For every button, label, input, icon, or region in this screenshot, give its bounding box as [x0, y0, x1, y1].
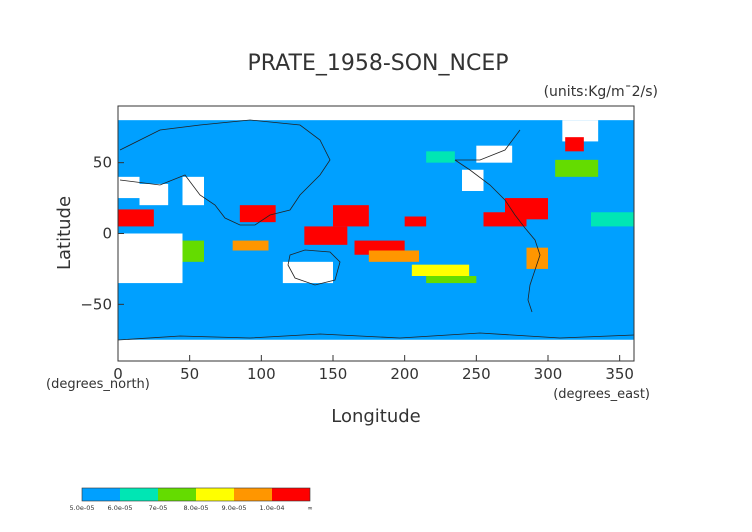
missing-data-region	[118, 233, 183, 284]
coastlines	[118, 119, 634, 341]
missing-data-region	[182, 176, 204, 206]
colorbar-swatch	[234, 488, 272, 501]
precip-region	[182, 240, 204, 262]
y-axis-unit-label: (degrees_north)	[46, 377, 150, 392]
precip-region	[565, 137, 584, 152]
colorbar-frame	[81, 487, 311, 502]
precip-region	[591, 212, 634, 227]
missing-data-region	[462, 169, 484, 191]
precip-region	[505, 198, 548, 220]
colorbar-label: 6.0e-05	[108, 504, 133, 512]
colorbar-label: 7e-05	[149, 504, 168, 512]
coast-americas	[454, 129, 541, 313]
units-label: (units:Kg/m¯2/s)	[544, 84, 658, 100]
precipitation-field	[118, 106, 634, 361]
missing-data-region	[282, 261, 333, 284]
colorbar-swatch	[158, 488, 196, 501]
x-tick-label: 150	[319, 365, 348, 383]
precip-region	[239, 205, 276, 223]
coast-australia	[287, 249, 341, 286]
precip-region	[426, 276, 477, 284]
x-tick-label: 200	[390, 365, 419, 383]
plot-area	[117, 105, 635, 362]
colorbar-swatch	[120, 488, 158, 501]
coast-africa-eurasia	[119, 119, 331, 226]
missing-data-region	[562, 120, 599, 142]
precip-region	[333, 205, 369, 227]
colorbar-label: ∞	[307, 504, 312, 512]
chart-title: PRATE_1958-SON_NCEP	[248, 51, 509, 76]
x-tick-label: 250	[462, 365, 491, 383]
x-tick-label: 300	[534, 365, 563, 383]
y-axis-title: Latitude	[54, 196, 75, 270]
missing-data-region	[139, 183, 169, 206]
x-tick-label: 350	[605, 365, 634, 383]
precip-region	[232, 240, 269, 251]
coast-antarctica	[118, 332, 634, 341]
colorbar-label: 9.0e-05	[222, 504, 247, 512]
y-tick-label: 50	[93, 154, 112, 172]
x-axis-unit-label: (degrees_east)	[553, 387, 650, 402]
precip-region	[426, 151, 455, 163]
colorbar-label: 5.0e-05	[70, 504, 95, 512]
colorbar-swatch	[272, 488, 310, 501]
x-tick-label: 50	[180, 365, 199, 383]
precip-region	[368, 250, 419, 262]
precip-region	[555, 159, 599, 177]
precip-region	[404, 216, 427, 227]
y-tick-label: −50	[80, 295, 112, 313]
x-tick-label: 100	[247, 365, 276, 383]
colorbar-label: 8.0e-05	[184, 504, 209, 512]
precip-region	[411, 264, 470, 276]
precip-region	[118, 209, 154, 227]
colorbar: 5.0e-05 6.0e-05 7e-05 8.0e-05 9.0e-05 1.0e-04…	[70, 487, 313, 512]
axes: 0 50 100 150 200 250 300 350 −50 0 50	[80, 154, 634, 383]
x-axis-title: Longitude	[331, 406, 421, 427]
precip-region	[526, 247, 548, 269]
colorbar-swatch	[196, 488, 234, 501]
y-tick-label: 0	[102, 225, 112, 243]
colorbar-label: 1.0e-04	[260, 504, 285, 512]
plot-background	[118, 106, 634, 361]
colorbar-swatch	[82, 488, 120, 501]
x-tick-label: 0	[113, 365, 123, 383]
missing-data-region	[118, 106, 634, 121]
missing-data-region	[118, 339, 634, 361]
precip-region	[304, 226, 348, 245]
